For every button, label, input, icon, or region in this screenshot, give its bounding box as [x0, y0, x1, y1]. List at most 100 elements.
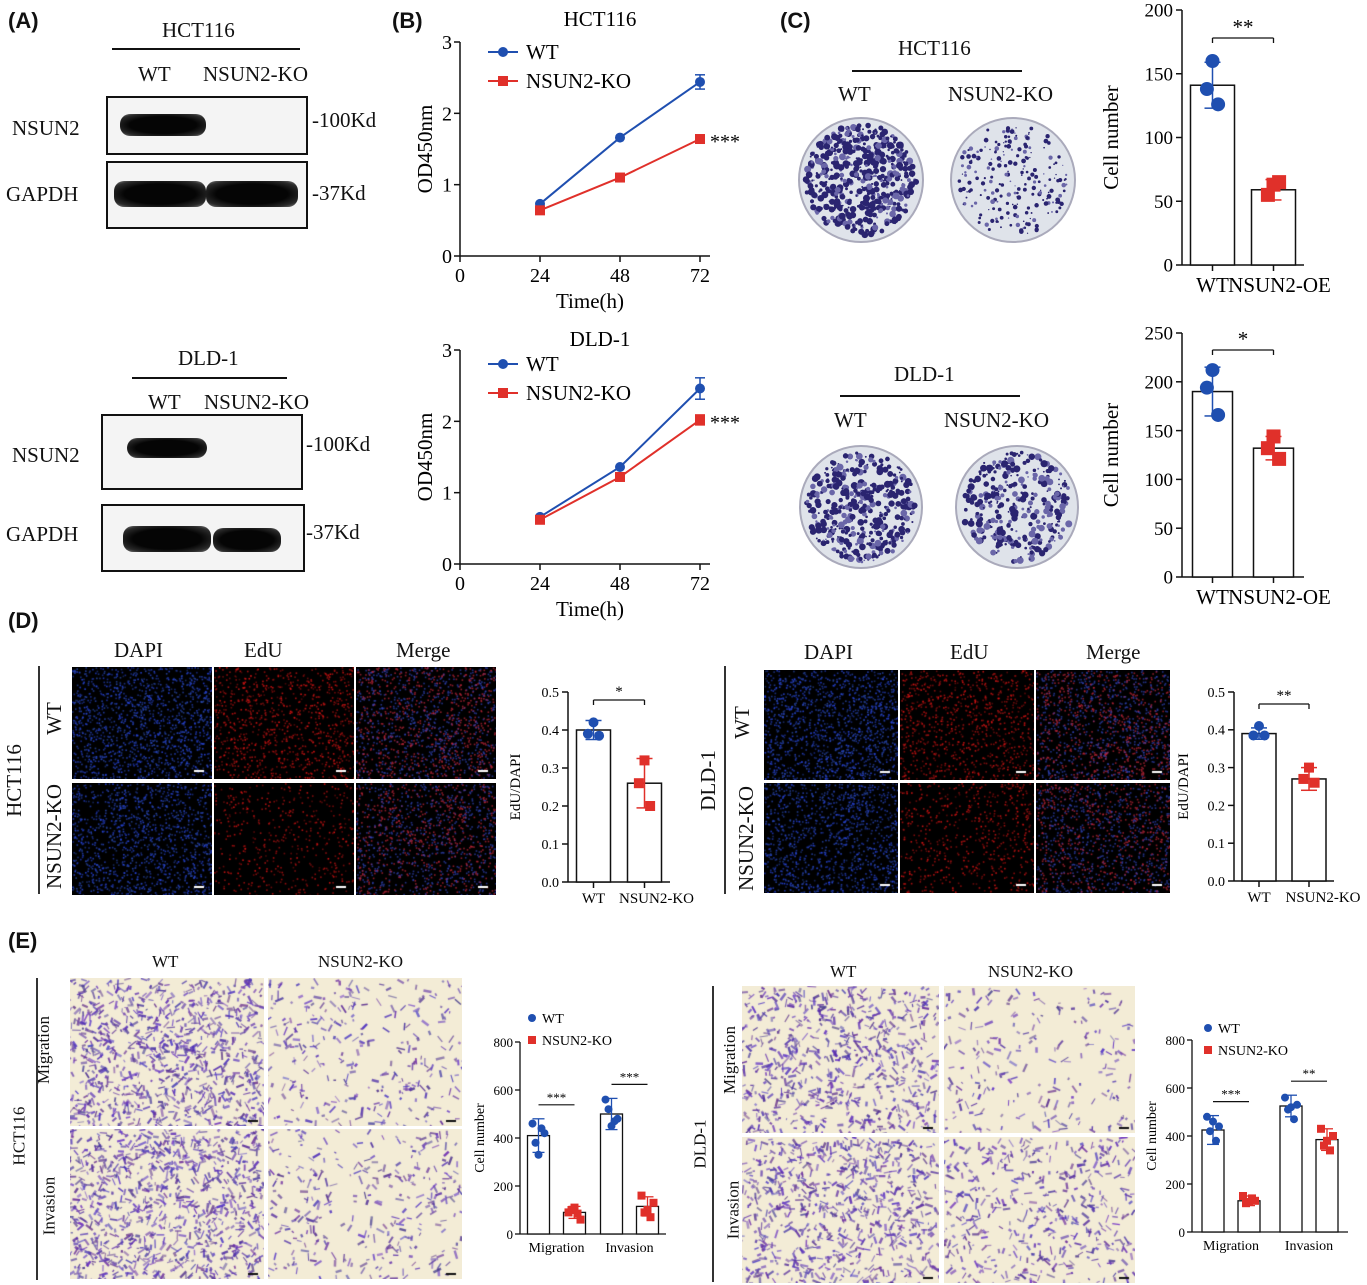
colony — [1022, 220, 1025, 223]
colony — [889, 135, 893, 138]
colony — [856, 482, 863, 489]
colony — [811, 475, 819, 482]
colony — [819, 196, 822, 199]
colony — [900, 179, 903, 181]
colony — [809, 199, 815, 204]
colony — [1020, 556, 1022, 558]
colony — [1016, 154, 1020, 158]
colony — [805, 499, 810, 504]
colony — [865, 228, 870, 233]
colony — [995, 220, 999, 224]
a-bottom-lane-ko: NSUN2-KO — [204, 390, 309, 414]
colony — [850, 482, 858, 490]
colony — [978, 470, 982, 474]
colony — [997, 207, 1002, 212]
data-point — [1205, 54, 1220, 68]
colony — [990, 549, 997, 556]
a-top-marker-100: -100Kd — [312, 108, 377, 132]
colony — [999, 194, 1003, 198]
colony — [1058, 206, 1062, 210]
colony — [810, 160, 814, 164]
colony — [898, 471, 901, 474]
x-tick-label: Invasion — [605, 1241, 653, 1256]
colony — [1002, 472, 1009, 479]
x-tick-label: WT — [1196, 585, 1229, 609]
colony — [1021, 158, 1026, 164]
bar-0 — [1191, 390, 1234, 578]
colony — [900, 509, 908, 517]
colony — [1056, 179, 1060, 183]
colony — [824, 516, 827, 519]
colony — [866, 145, 872, 151]
colony — [1034, 223, 1039, 229]
legend-marker — [528, 1036, 536, 1044]
colony — [1021, 512, 1028, 519]
bar-0 — [1189, 84, 1236, 266]
colony — [1005, 498, 1010, 502]
data-point — [1320, 1141, 1328, 1150]
colony — [1026, 222, 1031, 227]
colony — [1011, 128, 1013, 130]
colony — [876, 468, 884, 476]
colony — [967, 520, 975, 527]
colony — [868, 535, 871, 538]
a-bottom-blot-nsun2 — [101, 414, 303, 490]
colony — [1021, 507, 1025, 511]
colony — [814, 158, 822, 165]
colony — [860, 560, 864, 564]
colony — [911, 175, 914, 178]
colony — [1017, 454, 1021, 457]
colony — [1029, 550, 1034, 555]
colony — [903, 173, 909, 179]
colony — [847, 147, 853, 154]
colony — [994, 140, 998, 144]
y-tick-label: 50 — [1154, 192, 1173, 213]
colony — [1028, 521, 1033, 527]
legend-marker — [498, 388, 508, 398]
colony — [817, 512, 820, 515]
colony — [834, 194, 839, 199]
colony — [866, 183, 873, 190]
colony — [1014, 467, 1018, 471]
colony — [976, 526, 984, 534]
colony — [839, 553, 845, 559]
data-point — [643, 1206, 652, 1214]
colony — [1004, 457, 1008, 461]
colony — [878, 554, 881, 557]
colony — [862, 128, 865, 131]
band — [206, 181, 298, 207]
colony — [1009, 223, 1013, 227]
colony — [829, 489, 835, 496]
colony — [871, 482, 877, 488]
colony — [1057, 520, 1061, 523]
a-bottom-marker-100: -100Kd — [306, 432, 371, 456]
a-top-bracket — [112, 48, 300, 50]
colony — [1058, 478, 1060, 481]
colony — [835, 471, 843, 478]
colony — [990, 493, 995, 498]
colony — [1043, 201, 1048, 206]
colony — [861, 205, 866, 210]
colony — [840, 179, 843, 182]
colony — [813, 179, 815, 182]
data-point — [1259, 730, 1270, 741]
colony — [1014, 185, 1016, 187]
colony — [1007, 510, 1010, 513]
colony — [986, 520, 989, 524]
colony — [1029, 506, 1032, 509]
colony — [832, 547, 837, 552]
colony — [967, 180, 972, 185]
colony — [870, 538, 875, 543]
colony — [976, 519, 980, 522]
colony — [858, 556, 863, 561]
colony — [1020, 170, 1024, 175]
colony — [1031, 545, 1036, 550]
colony — [890, 549, 895, 554]
colony — [848, 508, 853, 512]
colony — [968, 146, 974, 151]
colony — [1049, 507, 1053, 512]
colony — [986, 166, 991, 170]
colony — [1010, 461, 1016, 467]
colony — [862, 142, 866, 146]
colony — [997, 534, 1003, 540]
